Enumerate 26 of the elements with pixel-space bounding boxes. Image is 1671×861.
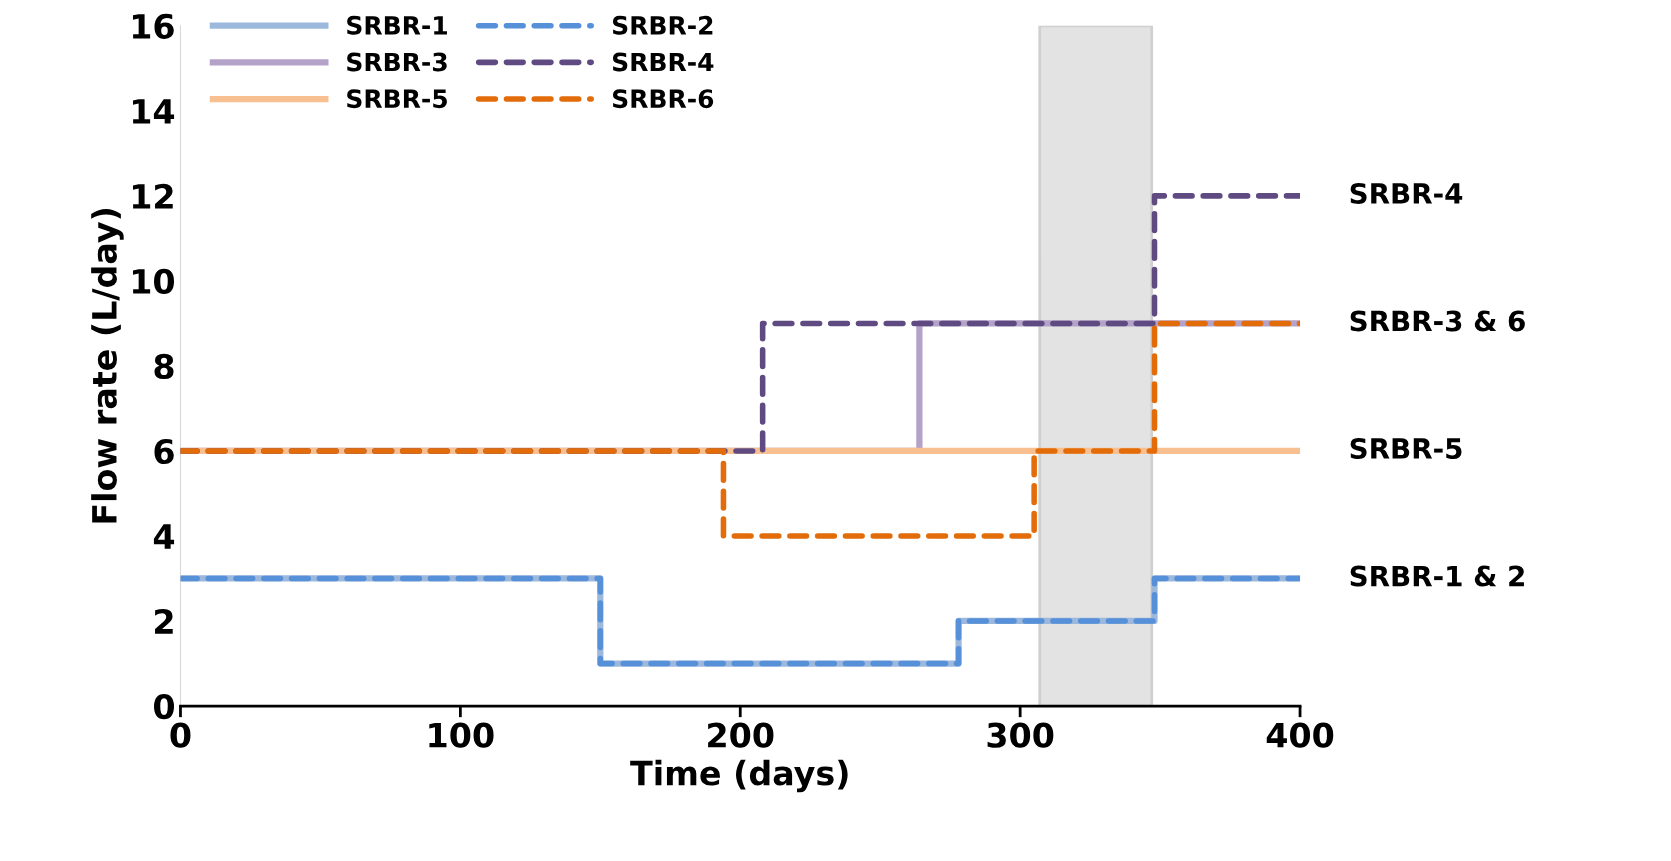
x-tick-label: 100	[429, 722, 494, 748]
y-tick-label: 12	[132, 183, 173, 209]
y-tick-label: 2	[155, 608, 173, 634]
y-tick-label: 8	[154, 353, 174, 380]
x-tick-label: 400	[1266, 722, 1334, 748]
y-tick-label: 0	[154, 693, 175, 720]
legend-label: SRBR-5	[347, 89, 447, 109]
text: SRBR-3 & 6	[1350, 310, 1525, 332]
y-tick-label: 10	[132, 268, 175, 295]
legend-label: SRBR-4	[612, 52, 714, 72]
x-tick-label: 0	[170, 722, 191, 748]
text: SRBR-5	[1350, 438, 1462, 460]
legend-label: SRBR-1	[347, 15, 447, 35]
y-tick-label: 6	[154, 438, 174, 465]
y-tick-label: 16	[132, 13, 174, 39]
text: SRBR-1 & 2	[1350, 565, 1524, 587]
y-axis-title: Flow rate (L/day)	[91, 209, 124, 523]
y-tick-label: 14	[132, 99, 175, 124]
legend-label: SRBR-3	[347, 52, 447, 72]
legend-label: SRBR-2	[612, 15, 713, 35]
x-tick-label: 200	[708, 722, 774, 748]
x-tick-label: 300	[987, 722, 1054, 748]
y-tick-label: 4	[153, 524, 175, 549]
legend-label: SRBR-6	[612, 89, 714, 109]
text: SRBR-4	[1350, 182, 1463, 204]
x-axis-title: Time (days)	[630, 759, 848, 793]
